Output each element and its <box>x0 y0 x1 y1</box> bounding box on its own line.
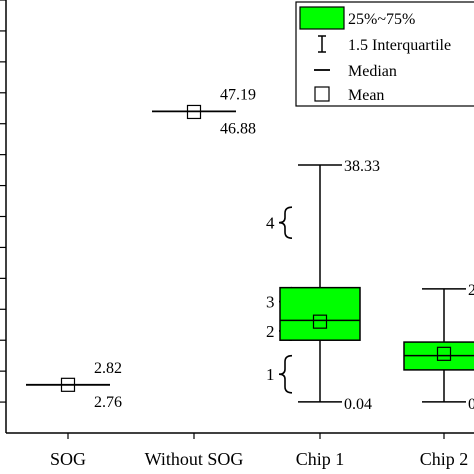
lower-value-label: 0 <box>468 396 474 413</box>
brace-path <box>278 206 293 239</box>
lower-value-label: 46.88 <box>220 120 256 137</box>
mean-marker <box>436 346 452 361</box>
brace-label: 2 <box>266 322 275 341</box>
legend-item-line: Median <box>314 63 397 80</box>
lower-value-label: 2.76 <box>94 394 122 411</box>
legend-box-swatch <box>299 6 345 30</box>
box-chip-2: 20 <box>403 282 474 413</box>
brace-label: 4 <box>266 214 275 233</box>
upper-value-label: 2 <box>468 282 474 299</box>
legend-item-box: 25%~75% <box>299 6 415 30</box>
mean-marker <box>186 104 202 120</box>
legend-label: 25%~75% <box>348 11 415 28</box>
box-sog: 2.82 2.76 <box>26 360 122 411</box>
upper-value-label: 2.82 <box>94 360 122 377</box>
box-without-sog: 47.19 46.88 <box>152 86 256 137</box>
axes <box>0 0 474 439</box>
category-label: Without SOG <box>145 449 244 469</box>
upper-value-label: 47.19 <box>220 86 256 103</box>
iqr-box <box>279 286 361 341</box>
brace-1: 1 <box>266 354 293 394</box>
legend-label: Mean <box>348 87 384 104</box>
brace-label: 1 <box>266 365 275 384</box>
category-label: Chip 2 <box>420 449 469 469</box>
category-labels: SOG Without SOG Chip 1 Chip 2 <box>50 449 468 469</box>
category-label: Chip 1 <box>296 449 345 469</box>
legend: 25%~75% 1.5 Interquartile Median Mean <box>295 1 474 107</box>
legend-mean-swatch <box>314 86 330 102</box>
upper-value-label: 38.33 <box>344 158 380 175</box>
legend-item-whisker: 1.5 Interquartile <box>318 35 451 54</box>
mean-marker <box>312 314 328 329</box>
box-chip-1: 38.33 0.04 <box>279 158 380 413</box>
category-label: SOG <box>50 449 86 469</box>
brace-label: 3 <box>266 293 275 312</box>
legend-item-square: Mean <box>314 86 384 104</box>
legend-label: 1.5 Interquartile <box>348 37 451 54</box>
legend-label: Median <box>348 63 397 80</box>
mean-marker <box>60 377 76 392</box>
brace-path <box>278 354 293 394</box>
lower-value-label: 0.04 <box>344 396 372 413</box>
brace-4: 4 <box>266 206 293 239</box>
